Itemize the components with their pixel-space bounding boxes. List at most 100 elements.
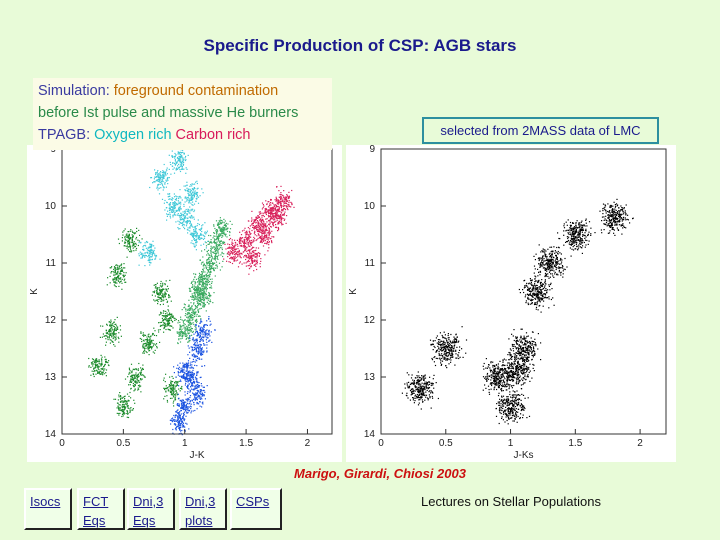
- sim-point: [202, 234, 204, 236]
- sim-point: [173, 388, 175, 390]
- sim-point: [145, 343, 147, 345]
- sim-point: [285, 205, 287, 207]
- sim-point: [198, 326, 200, 328]
- sim-point: [189, 192, 191, 194]
- sim-point: [262, 238, 265, 240]
- sim-point: [198, 279, 200, 281]
- sim-point: [197, 290, 199, 292]
- sim-point: [158, 177, 160, 179]
- sim-point: [121, 268, 123, 270]
- sim-point: [160, 312, 163, 314]
- sim-point: [178, 339, 180, 341]
- sim-point: [170, 391, 172, 393]
- obs-point: [518, 398, 521, 400]
- sim-point: [185, 404, 187, 406]
- sim-point: [200, 234, 202, 236]
- sim-point: [197, 187, 199, 189]
- sim-point: [193, 344, 195, 346]
- sim-point: [198, 272, 201, 274]
- sim-point: [213, 252, 215, 254]
- sim-point: [181, 309, 183, 311]
- sim-point: [143, 255, 145, 257]
- sim-point: [288, 197, 290, 199]
- sim-point: [252, 222, 254, 224]
- sim-point: [174, 317, 176, 320]
- sim-point: [259, 212, 261, 215]
- sim-point: [191, 348, 193, 350]
- sim-point: [156, 282, 158, 284]
- sim-point: [169, 390, 171, 392]
- sim-point: [161, 174, 164, 176]
- sim-point: [260, 227, 262, 229]
- sim-point: [154, 253, 156, 255]
- sim-point: [264, 211, 266, 213]
- sim-point: [205, 324, 207, 326]
- sim-point: [193, 353, 195, 355]
- sim-point: [269, 217, 272, 219]
- sim-point: [180, 400, 182, 402]
- sim-point: [187, 312, 189, 314]
- sim-point: [118, 278, 120, 280]
- sim-point: [197, 381, 199, 383]
- sim-point: [164, 181, 166, 183]
- sim-point: [189, 337, 191, 340]
- sim-point: [139, 337, 141, 340]
- sim-point: [129, 411, 131, 413]
- obs-point: [515, 415, 517, 417]
- sim-point: [132, 235, 134, 237]
- sim-point: [186, 407, 188, 409]
- sim-point: [227, 243, 229, 245]
- sim-point: [246, 241, 248, 243]
- sim-point: [185, 376, 187, 378]
- sim-point: [279, 218, 281, 220]
- sim-point: [124, 236, 126, 238]
- sim-point: [187, 312, 189, 314]
- sim-point: [175, 195, 177, 197]
- sim-point: [194, 226, 196, 228]
- sim-point: [173, 405, 175, 407]
- sim-point: [256, 230, 259, 232]
- sim-point: [157, 175, 159, 177]
- sim-point: [192, 312, 194, 314]
- sim-point: [146, 338, 148, 340]
- sim-point: [278, 190, 280, 192]
- sim-point: [185, 167, 187, 169]
- sim-point: [169, 204, 171, 206]
- sim-point: [199, 259, 201, 261]
- sim-point: [164, 283, 166, 285]
- sim-point: [254, 260, 256, 262]
- sim-point: [189, 308, 191, 310]
- sim-point: [198, 282, 200, 284]
- sim-point: [149, 255, 151, 257]
- sim-point: [159, 294, 161, 296]
- sim-point: [126, 247, 128, 249]
- sim-point: [289, 205, 291, 208]
- sim-point: [195, 249, 197, 251]
- sim-point: [131, 371, 133, 373]
- sim-point: [147, 344, 149, 346]
- sim-point: [166, 173, 168, 175]
- sim-point: [186, 370, 188, 372]
- sim-point: [258, 229, 260, 231]
- sim-point: [100, 325, 102, 327]
- sim-point: [159, 288, 161, 290]
- sim-point: [98, 363, 100, 365]
- sim-point: [154, 290, 156, 292]
- sim-point: [283, 202, 285, 204]
- sim-point: [257, 217, 260, 219]
- sim-point: [135, 382, 137, 384]
- sim-point: [191, 379, 193, 381]
- sim-point: [264, 210, 266, 212]
- sim-point: [265, 226, 267, 228]
- sim-point: [272, 207, 274, 209]
- sim-point: [210, 323, 212, 325]
- sim-point: [193, 374, 195, 376]
- sim-point: [196, 286, 198, 288]
- sim-point: [223, 253, 225, 255]
- sim-point: [286, 215, 288, 217]
- sim-point: [237, 266, 240, 268]
- sim-point: [184, 319, 186, 321]
- sim-point: [113, 344, 115, 346]
- sim-point: [113, 268, 115, 270]
- sim-point: [101, 360, 103, 362]
